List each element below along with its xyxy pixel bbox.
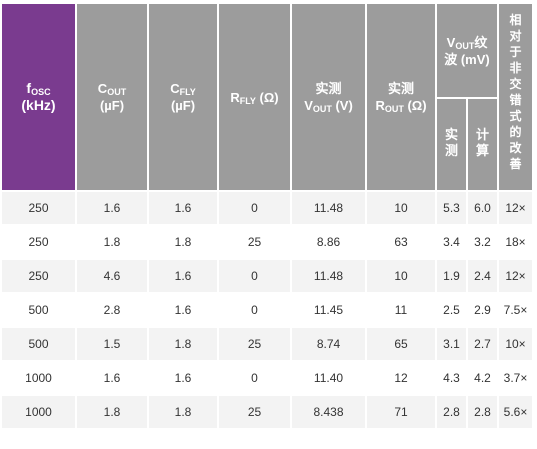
cell-rout: 63 <box>367 226 435 258</box>
cell-cout: 1.6 <box>77 362 147 394</box>
cell-cout: 1.8 <box>77 396 147 428</box>
header-ripple: VOUT纹波 (mV) <box>437 4 497 97</box>
cell-fosc: 500 <box>2 328 75 360</box>
cell-rout: 10 <box>367 260 435 292</box>
table-row: 1000 1.8 1.8 25 8.438 71 2.8 2.8 5.6× <box>2 396 532 428</box>
table-row: 250 1.6 1.6 0 11.48 10 5.3 6.0 12× <box>2 192 532 224</box>
cell-cfly: 1.8 <box>149 226 217 258</box>
cell-rfly: 25 <box>219 226 290 258</box>
table-row: 500 2.8 1.6 0 11.45 11 2.5 2.9 7.5× <box>2 294 532 326</box>
cell-ripple-measured: 2.8 <box>437 396 466 428</box>
header-vout-measured: 实测 VOUT (V) <box>292 4 365 190</box>
cell-ripple-calculated: 4.2 <box>468 362 497 394</box>
cell-ripple-calculated: 2.4 <box>468 260 497 292</box>
cell-improvement: 3.7× <box>499 362 532 394</box>
cell-ripple-calculated: 3.2 <box>468 226 497 258</box>
cell-cfly: 1.6 <box>149 260 217 292</box>
cell-cout: 1.8 <box>77 226 147 258</box>
cell-rout: 65 <box>367 328 435 360</box>
cell-cout: 2.8 <box>77 294 147 326</box>
cell-rfly: 0 <box>219 294 290 326</box>
table-row: 1000 1.6 1.6 0 11.40 12 4.3 4.2 3.7× <box>2 362 532 394</box>
cell-ripple-measured: 5.3 <box>437 192 466 224</box>
cell-cout: 4.6 <box>77 260 147 292</box>
cell-rout: 12 <box>367 362 435 394</box>
cell-fosc: 250 <box>2 226 75 258</box>
cell-ripple-calculated: 2.8 <box>468 396 497 428</box>
cell-vout: 8.86 <box>292 226 365 258</box>
cell-rfly: 25 <box>219 328 290 360</box>
cell-vout: 11.48 <box>292 260 365 292</box>
cell-rout: 71 <box>367 396 435 428</box>
header-cout: COUT (µF) <box>77 4 147 190</box>
cell-improvement: 12× <box>499 192 532 224</box>
cell-cfly: 1.6 <box>149 294 217 326</box>
cell-improvement: 10× <box>499 328 532 360</box>
cell-ripple-measured: 3.1 <box>437 328 466 360</box>
cell-fosc: 1000 <box>2 396 75 428</box>
cell-rfly: 0 <box>219 362 290 394</box>
cell-cfly: 1.6 <box>149 362 217 394</box>
cell-ripple-calculated: 2.7 <box>468 328 497 360</box>
table-row: 250 4.6 1.6 0 11.48 10 1.9 2.4 12× <box>2 260 532 292</box>
cell-vout: 8.74 <box>292 328 365 360</box>
header-ripple-measured: 实测 <box>437 99 466 190</box>
cell-ripple-calculated: 6.0 <box>468 192 497 224</box>
header-improvement: 相对于非交错式的改善 <box>499 4 532 190</box>
cell-ripple-measured: 1.9 <box>437 260 466 292</box>
data-table: fOSC (kHz) COUT (µF) CFLY (µF) RFLY (Ω) 实测 V… <box>0 2 534 430</box>
cell-rfly: 0 <box>219 192 290 224</box>
cell-fosc: 1000 <box>2 362 75 394</box>
table-row: 500 1.5 1.8 25 8.74 65 3.1 2.7 10× <box>2 328 532 360</box>
cell-cfly: 1.8 <box>149 396 217 428</box>
cell-ripple-measured: 3.4 <box>437 226 466 258</box>
cell-vout: 11.45 <box>292 294 365 326</box>
cell-vout: 11.48 <box>292 192 365 224</box>
table-row: 250 1.8 1.8 25 8.86 63 3.4 3.2 18× <box>2 226 532 258</box>
header-fosc: fOSC (kHz) <box>2 4 75 190</box>
cell-rout: 11 <box>367 294 435 326</box>
header-rfly: RFLY (Ω) <box>219 4 290 190</box>
cell-ripple-calculated: 2.9 <box>468 294 497 326</box>
cell-rfly: 0 <box>219 260 290 292</box>
cell-fosc: 500 <box>2 294 75 326</box>
cell-cout: 1.5 <box>77 328 147 360</box>
cell-vout: 11.40 <box>292 362 365 394</box>
cell-rout: 10 <box>367 192 435 224</box>
cell-improvement: 12× <box>499 260 532 292</box>
cell-ripple-measured: 2.5 <box>437 294 466 326</box>
cell-fosc: 250 <box>2 192 75 224</box>
cell-improvement: 5.6× <box>499 396 532 428</box>
cell-cfly: 1.6 <box>149 192 217 224</box>
cell-vout: 8.438 <box>292 396 365 428</box>
cell-rfly: 25 <box>219 396 290 428</box>
cell-improvement: 7.5× <box>499 294 532 326</box>
cell-fosc: 250 <box>2 260 75 292</box>
header-rout-measured: 实测 ROUT (Ω) <box>367 4 435 190</box>
header-ripple-calculated: 计算 <box>468 99 497 190</box>
cell-improvement: 18× <box>499 226 532 258</box>
header-cfly: CFLY (µF) <box>149 4 217 190</box>
cell-cout: 1.6 <box>77 192 147 224</box>
cell-ripple-measured: 4.3 <box>437 362 466 394</box>
cell-cfly: 1.8 <box>149 328 217 360</box>
